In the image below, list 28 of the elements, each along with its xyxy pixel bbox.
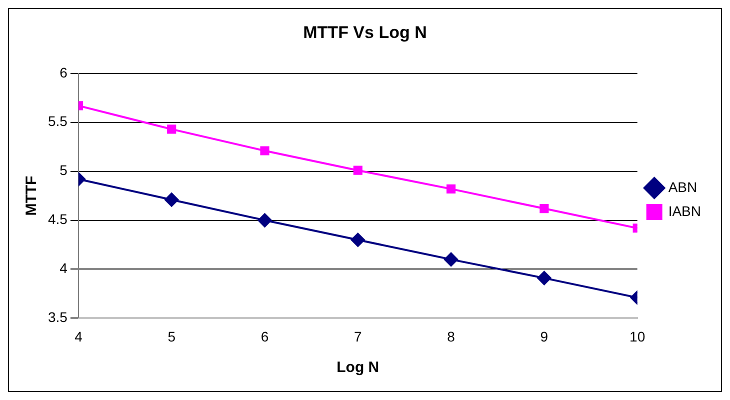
chart-title: MTTF Vs Log N: [303, 22, 427, 42]
point: [353, 166, 362, 175]
point: [444, 252, 458, 266]
point: [260, 146, 270, 156]
x-tick-label: 9: [540, 328, 548, 344]
point: [350, 232, 365, 247]
x-axis-title: Log N: [336, 359, 380, 376]
y-tick-label: 5: [60, 162, 68, 178]
x-tick-label: 6: [260, 328, 269, 344]
y-tick-label: 5.5: [48, 113, 68, 130]
x-tick-label: 7: [354, 328, 362, 344]
y-axis-title: MTTF: [23, 176, 40, 216]
y-tick-label: 4.5: [48, 211, 68, 228]
y-tick-label: 6: [60, 64, 68, 80]
x-tick-label: 10: [630, 328, 646, 344]
x-tick-label: 5: [168, 328, 176, 344]
y-tick-label: 3.5: [48, 309, 68, 326]
point: [537, 271, 552, 286]
legend-label: IABN: [668, 202, 702, 219]
point: [258, 213, 272, 228]
point: [446, 184, 456, 194]
legend-label: ABN: [668, 178, 698, 195]
point: [167, 124, 176, 134]
x-tick-label: 8: [447, 328, 456, 344]
y-tick-label: 4: [60, 260, 68, 276]
point: [540, 204, 549, 214]
x-tick-label: 4: [74, 328, 83, 344]
point: [164, 192, 179, 207]
